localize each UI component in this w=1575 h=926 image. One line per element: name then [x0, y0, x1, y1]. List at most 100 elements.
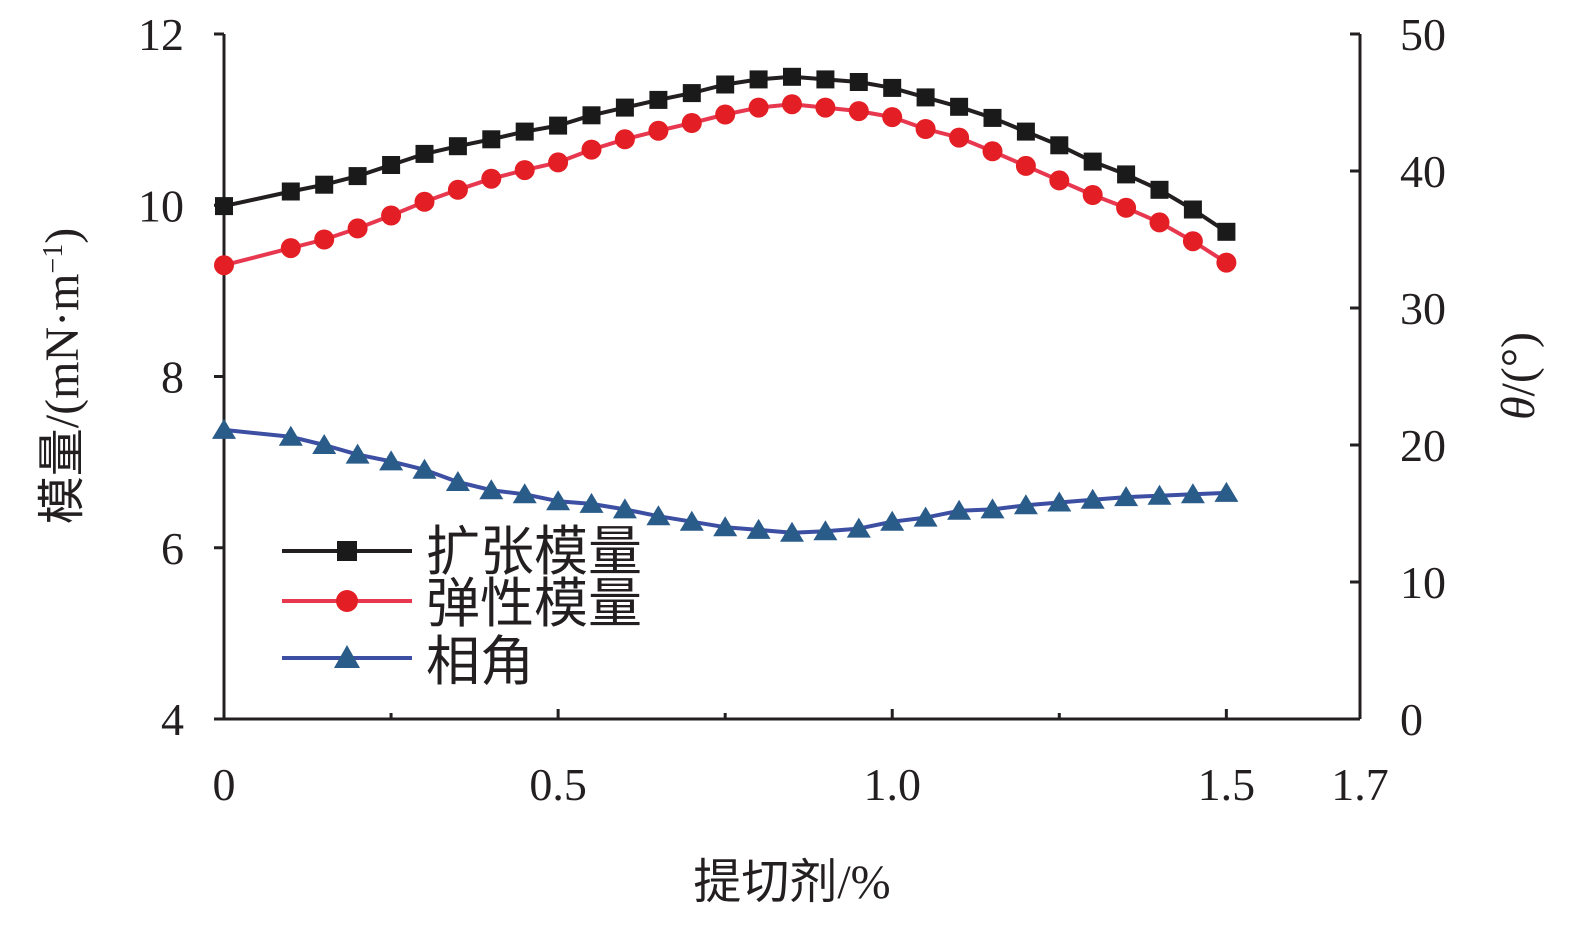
series-0-point-20	[916, 88, 935, 107]
y-left-tick-label-3: 10	[138, 180, 184, 231]
series-1-point-14	[715, 104, 736, 125]
legend-swatch-marker-0	[337, 541, 357, 561]
series-0-point-6	[448, 137, 467, 156]
y-right-axis-title: θ/(°)	[1492, 332, 1545, 420]
series-2-point-6	[445, 471, 470, 491]
series-0-point-15	[749, 70, 768, 89]
y-right-tick-label-0: 0	[1400, 694, 1423, 745]
series-1-point-1	[280, 238, 301, 259]
x-tick-label-4: 1.7	[1331, 759, 1389, 810]
legend-label-0: 扩张模量	[426, 522, 642, 582]
series-0-point-9	[549, 116, 568, 135]
series-0-point-21	[950, 97, 969, 116]
series-line-1	[223, 102, 1228, 268]
series-2-point-13	[679, 510, 704, 531]
series-1-point-24	[1049, 170, 1070, 191]
series-0-point-7	[482, 130, 501, 149]
y-left-tick-label-1: 6	[161, 523, 184, 574]
series-0-point-17	[816, 70, 835, 89]
series-0-point-27	[1150, 180, 1169, 199]
series-0-point-1	[281, 182, 300, 201]
legend: 扩张模量 弹性模量 相角	[282, 522, 642, 692]
series-0-point-0	[215, 197, 233, 216]
series-0-point-14	[716, 75, 735, 94]
series-1-point-25	[1082, 185, 1103, 205]
series-2-point-27	[1147, 484, 1172, 505]
series-0-point-12	[649, 90, 668, 109]
series-1-point-29	[1216, 252, 1237, 273]
series-0-point-23	[1016, 122, 1035, 141]
series-2-point-23	[1013, 494, 1038, 515]
series-0-point-2	[315, 175, 334, 194]
y-left-axis-title-main: 模量/(mN·m	[36, 274, 89, 525]
legend-swatch-marker-2	[334, 645, 360, 668]
series-2-point-1	[278, 425, 303, 446]
series-1-point-4	[381, 205, 402, 226]
series-1-point-9	[548, 152, 569, 173]
x-axis-title: 提切剂/%	[693, 856, 890, 909]
axes	[222, 34, 1362, 721]
series-2-point-0	[212, 418, 236, 439]
series-1-point-18	[848, 101, 869, 122]
series-1-point-7	[481, 168, 502, 189]
series-0-point-29	[1217, 222, 1236, 241]
legend-entry-1: 弹性模量	[282, 574, 642, 634]
series-1-point-12	[648, 120, 669, 141]
x-tick-label-2: 1.0	[863, 759, 921, 810]
ticks: 0 0.5 1.0 1.5 1.7 4 6 8 10 12 0 10 20 30 40 50	[138, 9, 1446, 810]
series-2-point-19	[880, 510, 905, 531]
y-right-tick-label-4: 40	[1400, 146, 1446, 197]
series-2-point-25	[1080, 488, 1105, 509]
series-2-point-15	[746, 518, 771, 539]
series-1-point-19	[882, 107, 903, 128]
series-1-point-3	[347, 218, 368, 239]
series-1-point-22	[982, 141, 1003, 162]
series-1-point-28	[1182, 231, 1203, 252]
legend-swatch-marker-1	[336, 590, 358, 612]
series-2-point-17	[813, 520, 838, 541]
x-tick-label-1: 0.5	[529, 759, 587, 810]
x-tick-label-3: 1.5	[1198, 759, 1256, 810]
series	[212, 67, 1239, 542]
series-2-point-16	[780, 521, 804, 542]
series-2-point-18	[846, 517, 871, 538]
series-1-point-5	[414, 191, 435, 212]
series-0-point-26	[1117, 165, 1136, 184]
series-2-point-24	[1047, 491, 1072, 512]
y-right-tick-label-2: 20	[1400, 420, 1446, 471]
series-1-point-10	[581, 139, 602, 160]
series-1-point-11	[614, 129, 635, 150]
y-left-tick-label-0: 4	[161, 694, 184, 745]
series-2-point-10	[579, 492, 604, 513]
series-2-point-14	[713, 516, 738, 537]
series-1-point-6	[447, 179, 468, 200]
series-1-point-27	[1149, 212, 1170, 233]
series-0-point-22	[983, 108, 1002, 127]
series-0-point-13	[682, 84, 701, 103]
legend-label-2: 相角	[426, 632, 534, 692]
series-2-point-29	[1214, 481, 1239, 502]
series-0-point-19	[883, 78, 902, 97]
series-1-point-8	[514, 160, 535, 181]
y-right-tick-label-3: 30	[1400, 283, 1446, 334]
series-2-point-2	[312, 434, 337, 454]
y-left-tick-label-4: 12	[138, 9, 184, 60]
series-2-point-5	[412, 458, 437, 479]
series-2-point-4	[379, 450, 404, 471]
series-2-point-20	[913, 506, 938, 527]
series-1-point-16	[782, 94, 802, 115]
series-2-point-21	[947, 499, 972, 520]
y-right-tick-label-1: 10	[1400, 557, 1446, 608]
series-1-point-15	[748, 97, 769, 118]
series-1-point-17	[815, 97, 836, 118]
y-left-axis-title-superscript: −1	[38, 244, 69, 274]
series-2-point-8	[512, 483, 537, 504]
series-2-point-28	[1180, 483, 1205, 504]
legend-entry-0: 扩张模量	[282, 522, 642, 582]
y-left-tick-label-2: 8	[161, 352, 184, 403]
series-1-point-0	[214, 255, 234, 276]
series-2-point-26	[1114, 486, 1139, 507]
series-2-point-7	[479, 479, 504, 500]
y-right-tick-label-5: 50	[1400, 9, 1446, 60]
legend-label-1: 弹性模量	[426, 574, 642, 634]
